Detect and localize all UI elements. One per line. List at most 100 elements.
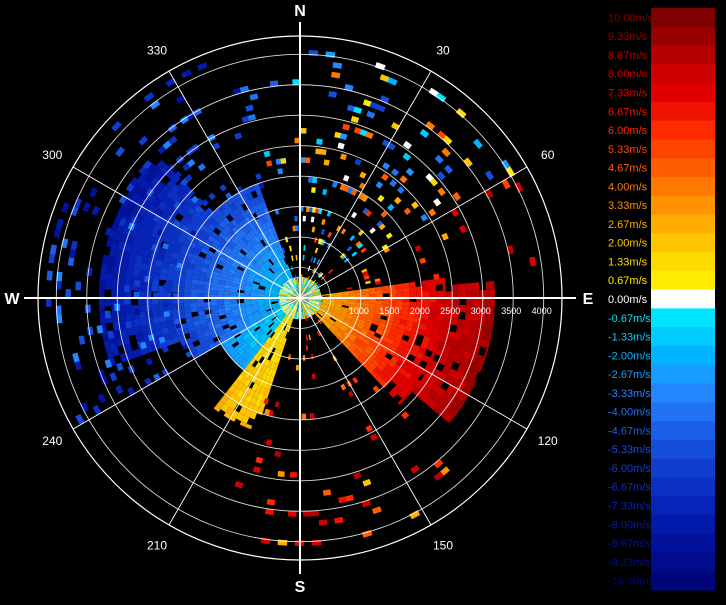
sparse-echo	[75, 282, 81, 291]
velocity-bin	[190, 288, 197, 293]
velocity-bin	[231, 292, 238, 295]
velocity-bin	[151, 304, 158, 311]
velocity-bin	[382, 289, 389, 293]
velocity-bin	[204, 290, 211, 294]
colorbar-label: -10.00m/s	[608, 576, 657, 588]
velocity-bin	[279, 296, 280, 297]
colorbar-swatch	[651, 27, 715, 46]
velocity-bin	[462, 327, 470, 336]
colorbar-label: 3.33m/s	[608, 200, 648, 212]
velocity-bin	[99, 289, 105, 298]
velocity-bin	[459, 291, 466, 298]
range-ring-label: 1000	[349, 306, 369, 316]
colorbar-label: -3.33m/s	[608, 388, 651, 400]
sparse-echo	[134, 280, 140, 287]
velocity-bin	[470, 321, 478, 330]
colorbar-swatch	[651, 121, 715, 140]
velocity-bin	[105, 272, 113, 281]
velocity-bin	[402, 283, 409, 288]
colorbar-swatch	[651, 515, 715, 534]
colorbar-label: 10.00m/s	[608, 12, 654, 24]
colorbar-swatch	[651, 46, 715, 65]
velocity-bin	[301, 318, 302, 319]
velocity-bin	[389, 301, 396, 305]
velocity-bin	[429, 303, 436, 309]
velocity-bin	[363, 294, 370, 297]
azimuth-label: 210	[147, 539, 167, 553]
velocity-bin	[190, 302, 197, 307]
velocity-bin	[166, 275, 174, 282]
velocity-bin	[140, 263, 148, 271]
sparse-echo	[323, 489, 331, 495]
velocity-bin	[224, 301, 231, 305]
colorbar-label: -6.67m/s	[608, 482, 651, 494]
velocity-bin	[423, 291, 430, 297]
colorbar-label: -1.33m/s	[608, 332, 651, 344]
velocity-bin	[106, 264, 114, 273]
velocity-bin	[118, 290, 125, 298]
colorbar-swatch	[651, 271, 715, 290]
sparse-echo	[319, 519, 328, 525]
velocity-bin	[138, 298, 145, 305]
velocity-bin	[409, 282, 416, 288]
colorbar-label: 0.67m/s	[608, 275, 648, 287]
velocity-bin	[100, 315, 106, 324]
colorbar-swatch	[651, 477, 715, 496]
velocity-bin	[436, 291, 443, 297]
sparse-echo	[320, 149, 326, 155]
colorbar-swatch	[651, 459, 715, 478]
velocity-bin	[125, 305, 132, 313]
colorbar-label: -8.00m/s	[608, 519, 651, 531]
sparse-echo	[277, 471, 284, 477]
colorbar-label: 4.67m/s	[608, 163, 648, 175]
velocity-bin	[456, 326, 464, 334]
velocity-bin	[184, 308, 191, 314]
colorbar-swatch	[651, 571, 715, 590]
velocity-bin	[297, 318, 298, 319]
sparse-echo	[274, 451, 281, 457]
colorbar-swatch	[651, 383, 715, 402]
colorbar-swatch	[651, 139, 715, 158]
velocity-bin	[217, 301, 224, 305]
range-ring-label: 3000	[471, 306, 491, 316]
velocity-bin	[191, 307, 198, 312]
sparse-echo	[280, 158, 286, 164]
velocity-bin	[403, 292, 410, 297]
sparse-echo	[303, 511, 311, 517]
range-ring-label: 3500	[501, 306, 521, 316]
velocity-bin	[486, 290, 493, 298]
velocity-bin	[178, 303, 184, 309]
cardinal-label-s: S	[295, 579, 306, 596]
velocity-bin	[211, 302, 218, 306]
velocity-bin	[184, 288, 191, 293]
velocity-bin	[464, 320, 472, 328]
sparse-echo	[295, 226, 298, 232]
velocity-bin	[383, 301, 390, 305]
velocity-bin	[429, 285, 436, 291]
velocity-bin	[184, 283, 191, 289]
colorbar-swatch	[651, 233, 715, 252]
velocity-bin	[396, 288, 403, 293]
velocity-bin	[443, 284, 447, 291]
velocity-bin	[389, 293, 396, 297]
velocity-bin	[99, 298, 105, 307]
colorbar-swatch	[651, 365, 715, 384]
velocity-bin	[473, 298, 480, 306]
colorbar-swatch	[651, 83, 715, 102]
colorbar-swatch	[651, 158, 715, 177]
colorbar-label: -4.67m/s	[608, 425, 651, 437]
velocity-bin	[452, 284, 459, 291]
velocity-bin	[153, 272, 161, 279]
sparse-echo	[294, 216, 297, 222]
velocity-bin	[369, 291, 376, 295]
colorbar-label: -6.00m/s	[608, 463, 651, 475]
velocity-bin	[369, 294, 376, 297]
velocity-bin	[100, 272, 106, 281]
velocity-bin	[473, 290, 480, 298]
range-ring-label: 1500	[379, 306, 399, 316]
colorbar-swatch	[651, 421, 715, 440]
range-ring-label: 2000	[410, 306, 430, 316]
sparse-echo	[303, 216, 306, 222]
velocity-bin	[403, 302, 410, 307]
colorbar-label: -5.33m/s	[608, 444, 651, 456]
